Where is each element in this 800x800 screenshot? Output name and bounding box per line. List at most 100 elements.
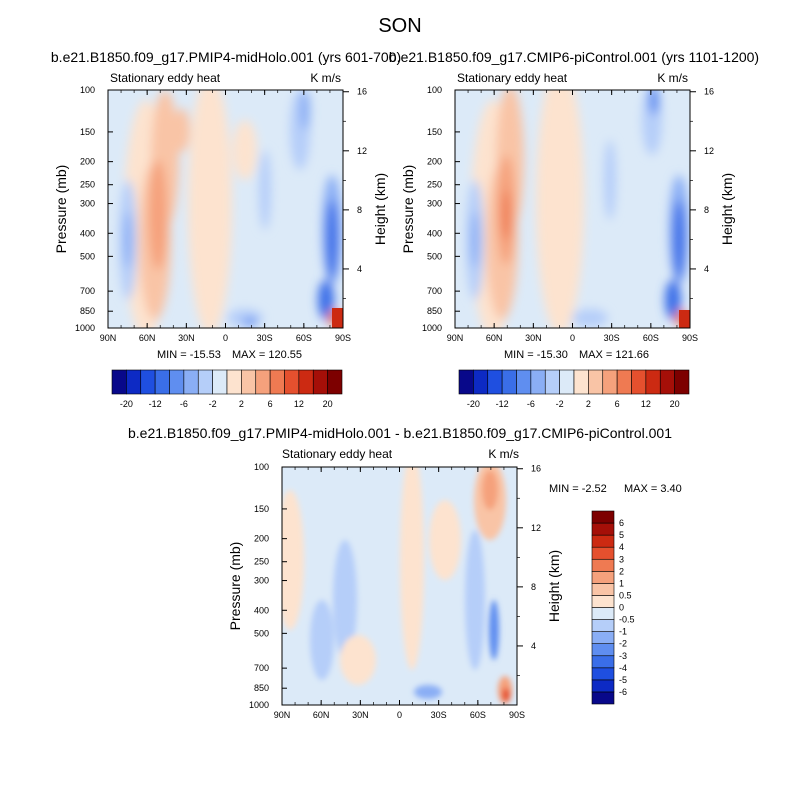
x-tick-label: 60S (470, 710, 486, 720)
y-tick-label: 700 (80, 286, 95, 296)
y2-tick-label: 12 (704, 146, 714, 156)
colorbar-swatch (591, 558, 615, 572)
x-tick-label: 90S (682, 333, 698, 343)
colorbar-swatch (501, 369, 517, 395)
max-label-picontrol: MAX = 121.66 (579, 349, 649, 361)
colorbar-swatch (591, 643, 615, 657)
colorbar-label: -2 (556, 399, 564, 409)
left-label-midholo: Stationary eddy heat (110, 71, 221, 85)
x-tick-label: 60S (643, 333, 659, 343)
axes-p1: 100 150 200 250 300 400 500 700 850 1000 90N 60N 30N… (75, 85, 367, 343)
y-tick-label: 200 (80, 157, 95, 167)
colorbar-swatch (183, 369, 199, 395)
colorbar-swatch (473, 369, 489, 395)
colorbar-swatch (602, 369, 618, 395)
colorbar-swatch (591, 510, 615, 524)
x-tick-label: 90N (274, 710, 291, 720)
panel-difference: b.e21.B1850.f09_g17.PMIP4-midHolo.001 - … (128, 425, 682, 706)
x-tick-label: 0 (570, 333, 575, 343)
colorbar-label: 2 (239, 399, 244, 409)
x-tick-label: 60N (486, 333, 503, 343)
colorbar-label: 20 (323, 399, 333, 409)
colorbar-swatch (591, 619, 615, 632)
colorbar-label: 6 (268, 399, 273, 409)
colorbar-swatch (530, 369, 546, 395)
colorbar-swatch (591, 522, 615, 536)
max-label-difference: MAX = 3.40 (624, 483, 682, 495)
colorbar-swatch (591, 595, 615, 608)
colorbar-label: 1 (619, 578, 624, 588)
field-midholo (108, 90, 343, 328)
y-tick-label: 150 (254, 504, 269, 514)
colorbar-swatch (298, 369, 314, 395)
y-tick-label: 400 (80, 228, 95, 238)
y2-tick-label: 16 (357, 87, 367, 97)
field-picontrol (455, 90, 690, 328)
y2-tick-label: 12 (357, 146, 367, 156)
colorbar-label: -0.5 (619, 615, 635, 625)
units-label-midholo: K m/s (310, 71, 341, 85)
y2-tick-label: 16 (531, 464, 541, 474)
x-tick-label: 60N (139, 333, 156, 343)
y-tick-label: 200 (254, 534, 269, 544)
colorbar-swatch (591, 631, 615, 644)
panel-title-picontrol: b.e21.B1850.f09_g17.CMIP6-piControl.001 … (389, 49, 759, 65)
y2-axis-title-midholo: Height (km) (372, 173, 388, 245)
y2-tick-label: 12 (531, 523, 541, 533)
panel-midholo: b.e21.B1850.f09_g17.PMIP4-midHolo.001 (y… (51, 49, 401, 361)
x-tick-label: 30S (257, 333, 273, 343)
colorbar-swatch (487, 369, 503, 395)
panel-title-difference: b.e21.B1850.f09_g17.PMIP4-midHolo.001 - … (128, 425, 672, 441)
colorbar-label: -2 (209, 399, 217, 409)
y-tick-label: 850 (254, 683, 269, 693)
y-tick-label: 150 (80, 127, 95, 137)
colorbar-swatch (591, 571, 615, 584)
colorbar-swatch (591, 655, 615, 669)
colorbar-label: 20 (670, 399, 680, 409)
y-tick-label: 700 (427, 286, 442, 296)
colorbar-label: -12 (149, 399, 162, 409)
x-tick-label: 30S (604, 333, 620, 343)
y-tick-label: 1000 (75, 323, 95, 333)
colorbar-label: -6 (527, 399, 535, 409)
colorbar-swatch (140, 369, 156, 395)
colorbar-swatch (591, 546, 615, 560)
x-tick-label: 90S (335, 333, 351, 343)
colorbar-swatch (616, 369, 632, 395)
colorbar-swatch (588, 369, 604, 395)
y-tick-label: 1000 (422, 323, 442, 333)
max-label-midholo: MAX = 120.55 (232, 349, 302, 361)
y2-tick-label: 8 (531, 582, 536, 592)
colorbar-label: -4 (619, 663, 627, 673)
colorbar-swatch (126, 369, 142, 395)
colorbar-label: -20 (120, 399, 133, 409)
colorbar-label: 4 (619, 542, 624, 552)
colorbar-swatch (458, 369, 474, 395)
colorbar-label: -6 (619, 687, 627, 697)
y-tick-label: 200 (427, 157, 442, 167)
x-tick-label: 90N (447, 333, 464, 343)
y-tick-label: 300 (80, 199, 95, 209)
panel-title-midholo: b.e21.B1850.f09_g17.PMIP4-midHolo.001 (y… (51, 49, 401, 65)
colorbar-swatch (255, 369, 271, 395)
y-tick-label: 250 (254, 557, 269, 567)
colorbar-label: 3 (619, 554, 624, 564)
colorbar-swatch (544, 369, 560, 395)
y-tick-label: 1000 (249, 700, 269, 710)
colorbar-label: 12 (294, 399, 304, 409)
y-tick-label: 100 (80, 85, 95, 95)
colorbar-label: 0 (619, 603, 624, 613)
y-tick-label: 300 (254, 576, 269, 586)
y-tick-label: 250 (80, 180, 95, 190)
colorbar-label: 5 (619, 530, 624, 540)
colorbar-label: 6 (615, 399, 620, 409)
colorbar-swatch (284, 369, 300, 395)
y-tick-label: 850 (80, 306, 95, 316)
y-axis-title-difference: Pressure (mb) (227, 542, 243, 631)
colorbar-swatch (645, 369, 661, 395)
colorbar-swatch (591, 679, 615, 693)
y-tick-label: 400 (254, 605, 269, 615)
colorbar-label: 12 (641, 399, 651, 409)
y-tick-label: 500 (254, 628, 269, 638)
